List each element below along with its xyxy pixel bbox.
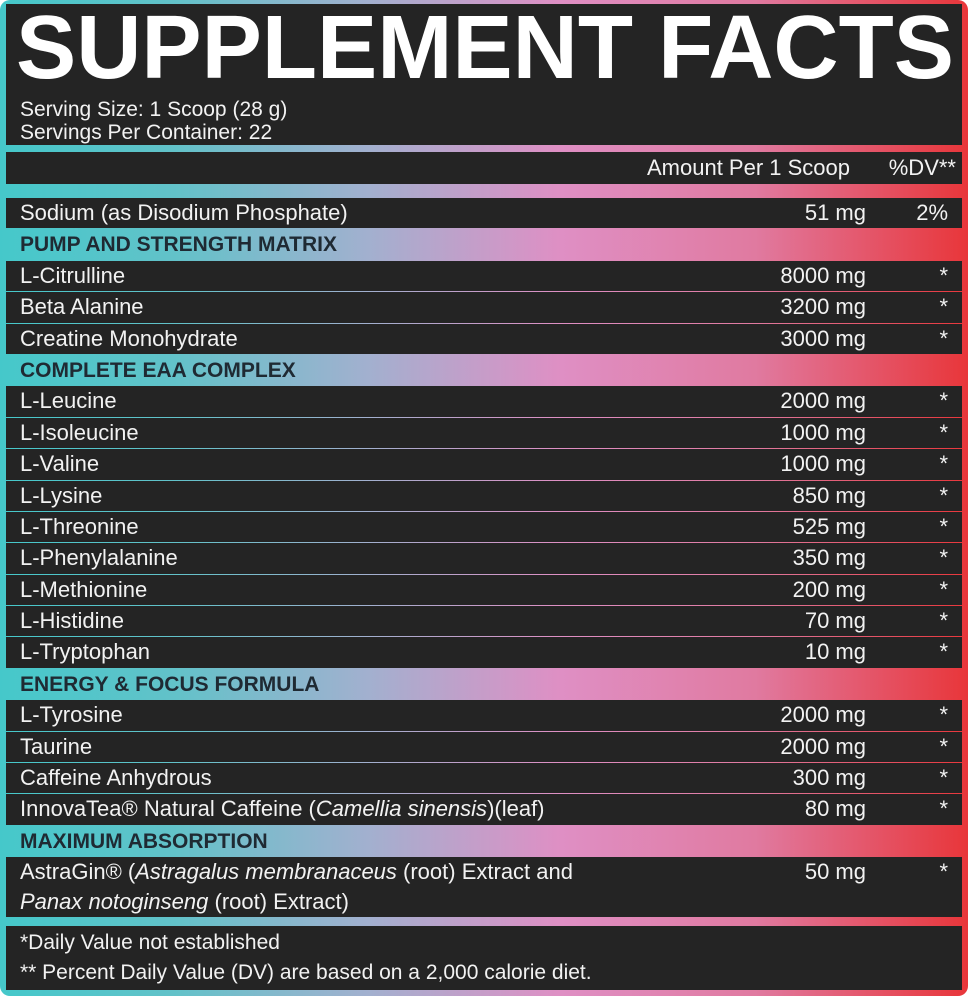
nutrient-dv: * [939,765,948,791]
nutrient-dv: * [939,733,948,759]
nutrient-name: L-Histidine [20,608,124,634]
nutrient-name: AstraGin® (Astragalus membranaceus (root… [20,857,573,917]
nutrient-amount: 200 mg [792,576,866,602]
nutrient-name: L-Leucine [20,388,117,414]
nutrient-dv: * [939,576,948,602]
table-row: InnovaTea® Natural Caffeine (Camellia si… [6,794,962,825]
nutrient-dv: * [939,388,948,414]
nutrient-name: Caffeine Anhydrous [20,765,212,791]
servings-per-container: Servings Per Container: 22 [20,121,273,144]
table-row: L-Leucine 2000 mg * [6,386,962,417]
nutrient-amount: 2000 mg [780,702,866,728]
nutrient-dv: * [939,513,948,539]
table-row: Taurine 2000 mg * [6,731,962,763]
nutrient-dv: * [939,294,948,320]
nutrient-name: L-Valine [20,451,100,477]
nutrient-name: L-Isoleucine [20,419,139,445]
nutrient-dv: * [939,451,948,477]
table-row: L-Citrulline 8000 mg * [6,260,962,292]
name-part: (root) Extract and [396,859,573,885]
nutrient-dv: * [939,262,948,288]
footnote: ** Percent Daily Value (DV) are based on… [20,961,592,984]
nutrient-name: L-Threonine [20,513,139,539]
nutrient-dv: * [939,608,948,634]
section-header: ENERGY & FOCUS FORMULA [20,672,320,696]
nutrient-amount: 70 mg [804,608,866,634]
nutrient-name: L-Citrulline [20,262,126,288]
title: SUPPLEMENT FACTS [16,0,954,98]
name-part: )(leaf) [487,796,545,822]
table-row: L-Phenylalanine 350 mg * [6,543,962,574]
latin-name: Camellia sinensis [315,796,488,822]
table-row: L-Valine 1000 mg * [6,449,962,480]
table-row: L-Lysine 850 mg * [6,480,962,511]
nutrient-name: InnovaTea® Natural Caffeine (Camellia si… [20,794,545,824]
nutrient-dv: * [939,419,948,445]
nutrient-amount: 8000 mg [780,262,866,288]
title-panel: SUPPLEMENT FACTS Serving Size: 1 Scoop (… [6,0,962,145]
nutrient-name: L-Methionine [20,576,148,602]
nutrient-name: L-Lysine [20,482,103,508]
nutrient-dv: * [939,796,948,822]
nutrient-name: Creatine Monohydrate [20,325,238,351]
serving-size: Serving Size: 1 Scoop (28 g) [20,98,288,121]
name-part: (root) Extract) [208,889,349,915]
nutrient-amount: 350 mg [792,545,866,571]
amount-header: Amount Per 1 Scoop [646,155,850,180]
table-row: Caffeine Anhydrous 300 mg * [6,763,962,794]
table-row: L-Isoleucine 1000 mg * [6,417,962,449]
nutrient-list: Sodium (as Disodium Phosphate) 51 mg 2% … [0,198,968,918]
table-row: L-Methionine 200 mg * [6,574,962,606]
nutrient-name: L-Tryptophan [20,639,151,665]
table-row: AstraGin® (Astragalus membranaceus (root… [6,857,962,918]
table-row: Beta Alanine 3200 mg * [6,292,962,323]
table-row: L-Tyrosine 2000 mg * [6,700,962,731]
nutrient-amount: 50 mg [804,859,866,885]
section-header: MAXIMUM ABSORPTION [20,829,268,853]
nutrient-amount: 10 mg [804,639,866,665]
name-part: InnovaTea® Natural Caffeine ( [20,796,316,822]
table-row: Sodium (as Disodium Phosphate) 51 mg 2% [6,198,962,229]
section-header: COMPLETE EAA COMPLEX [20,358,296,382]
table-row: L-Histidine 70 mg * [6,606,962,637]
nutrient-amount: 525 mg [792,513,866,539]
dv-header: %DV** [888,155,956,180]
nutrient-dv: * [939,859,948,885]
nutrient-name: L-Tyrosine [20,702,123,728]
nutrient-dv: * [939,325,948,351]
nutrient-amount: 2000 mg [780,733,866,759]
nutrient-amount: 3200 mg [780,294,866,320]
footnotes: *Daily Value not established ** Percent … [6,926,962,990]
nutrient-amount: 3000 mg [780,325,866,351]
nutrient-dv: * [939,639,948,665]
nutrient-dv: * [939,482,948,508]
nutrient-dv: * [939,702,948,728]
latin-name: Panax notoginseng [20,889,209,915]
column-header: Amount Per 1 Scoop %DV** [6,152,962,184]
nutrient-dv: * [939,545,948,571]
footnote: *Daily Value not established [20,931,280,954]
nutrient-name: Beta Alanine [20,294,144,320]
nutrient-name: Taurine [20,733,93,759]
title-text: SUPPLEMENT FACTS [16,0,954,98]
nutrient-amount: 850 mg [792,482,866,508]
nutrient-amount: 2000 mg [780,388,866,414]
latin-name: Astragalus membranaceus [135,859,397,885]
nutrient-amount: 300 mg [792,765,866,791]
nutrient-amount: 51 mg [804,200,866,225]
nutrient-name: Sodium (as Disodium Phosphate) [20,200,348,225]
table-row: L-Tryptophan 10 mg * [6,637,962,668]
nutrient-amount: 1000 mg [780,419,866,445]
nutrient-dv: 2% [916,200,948,225]
name-part: AstraGin® ( [20,859,136,885]
section-header: PUMP AND STRENGTH MATRIX [20,233,337,257]
table-row: Creatine Monohydrate 3000 mg * [6,323,962,354]
nutrient-amount: 80 mg [804,796,866,822]
table-row: L-Threonine 525 mg * [6,511,962,543]
nutrient-amount: 1000 mg [780,451,866,477]
nutrient-name: L-Phenylalanine [20,545,178,571]
